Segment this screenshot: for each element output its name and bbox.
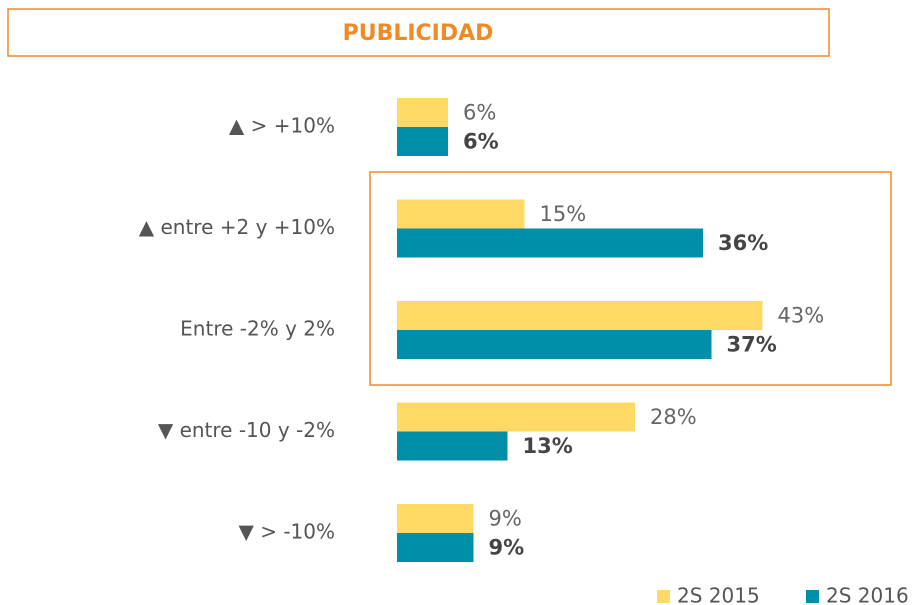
bar xyxy=(397,301,763,330)
highlight-box xyxy=(369,171,892,386)
legend-swatch xyxy=(806,590,819,603)
value-label: 9% xyxy=(489,507,522,531)
bar xyxy=(397,330,712,359)
bar xyxy=(397,533,474,562)
bar xyxy=(397,98,448,127)
category-label: ▼ entre -10 y -2% xyxy=(158,418,335,442)
category-label: Entre -2% y 2% xyxy=(180,317,335,341)
value-label: 28% xyxy=(650,405,697,429)
value-label: 36% xyxy=(718,231,768,255)
bar xyxy=(397,127,448,156)
value-label: 6% xyxy=(463,130,499,154)
category-label: ▼ > -10% xyxy=(238,520,335,544)
category-label: ▲ entre +2 y +10% xyxy=(139,215,335,239)
legend-label: 2S 2015 xyxy=(677,584,760,605)
legend-label: 2S 2016 xyxy=(826,584,909,605)
chart-title: PUBLICIDAD xyxy=(343,21,494,46)
value-label: 6% xyxy=(463,101,496,125)
legend-swatch xyxy=(657,590,670,603)
value-label: 43% xyxy=(778,304,825,328)
title-box xyxy=(7,8,830,57)
bar xyxy=(397,228,703,258)
bar xyxy=(397,402,635,432)
bar xyxy=(397,504,474,533)
bar xyxy=(397,199,525,229)
category-label: ▲ > +10% xyxy=(229,114,335,138)
value-label: 9% xyxy=(489,536,525,560)
bar xyxy=(397,431,508,461)
value-label: 15% xyxy=(540,202,587,226)
value-label: 37% xyxy=(727,333,777,357)
value-label: 13% xyxy=(523,434,573,458)
